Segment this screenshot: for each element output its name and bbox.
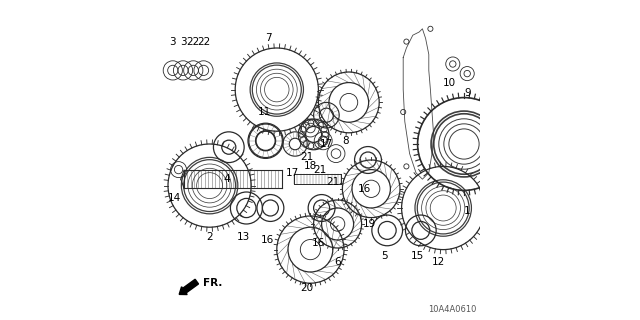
Text: 19: 19 [363, 219, 376, 229]
Text: 17: 17 [320, 139, 333, 149]
Text: 10A4A0610: 10A4A0610 [428, 305, 477, 314]
Text: 22: 22 [197, 36, 210, 47]
Text: 18: 18 [304, 161, 317, 172]
Text: 8: 8 [342, 136, 349, 146]
Text: 6: 6 [334, 257, 341, 268]
Text: 17: 17 [286, 168, 300, 178]
Text: 4: 4 [224, 174, 230, 184]
Text: 5: 5 [381, 251, 387, 261]
Text: 10: 10 [443, 78, 456, 88]
Text: 21: 21 [326, 177, 339, 188]
Text: 11: 11 [257, 107, 271, 117]
Text: 2: 2 [206, 232, 213, 242]
Text: 7: 7 [266, 33, 272, 44]
Text: 16: 16 [358, 184, 371, 194]
Text: 21: 21 [301, 152, 314, 162]
Text: 20: 20 [301, 283, 314, 293]
Text: 9: 9 [464, 88, 470, 98]
Text: 15: 15 [411, 251, 424, 261]
Text: 3: 3 [170, 36, 176, 47]
Text: 13: 13 [237, 232, 250, 242]
Text: 12: 12 [432, 257, 445, 268]
Text: FR.: FR. [204, 278, 223, 288]
Text: 3: 3 [180, 36, 186, 47]
Text: 22: 22 [187, 36, 200, 47]
Text: 21: 21 [314, 164, 326, 175]
Text: 1: 1 [464, 206, 470, 216]
Text: 16: 16 [312, 238, 325, 248]
FancyArrow shape [179, 279, 198, 294]
Text: 14: 14 [168, 193, 181, 204]
Text: 16: 16 [260, 235, 274, 245]
